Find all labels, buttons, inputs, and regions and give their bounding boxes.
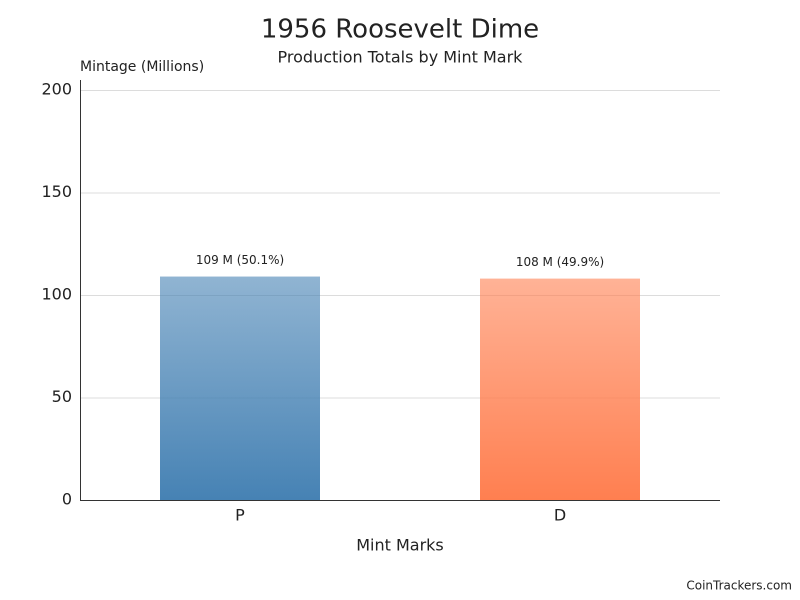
bar [480,278,640,500]
bar [160,276,320,500]
footer: CoinTrackers.com [686,579,792,593]
y-tick-label: 150 [41,182,72,201]
x-axis-label: Mint Marks [356,536,444,555]
x-tick-label: P [235,506,245,525]
y-axis-label: Mintage (Millions) [80,59,204,75]
plot-area: 0 50 100 150 200 P 109 M (50.1%) D 108 M (49.9%) [41,80,720,525]
value-label: 108 M (49.9%) [516,255,604,269]
y-tick-label: 100 [41,285,72,304]
y-tick-label: 50 [52,387,72,406]
x-tick-label: D [554,506,566,525]
y-tick-label: 0 [62,490,72,509]
y-tick-label: 200 [41,80,72,99]
chart-title: 1956 Roosevelt Dime [261,15,539,45]
chart-subtitle: Production Totals by Mint Mark [278,48,524,67]
value-label: 109 M (50.1%) [196,253,284,267]
